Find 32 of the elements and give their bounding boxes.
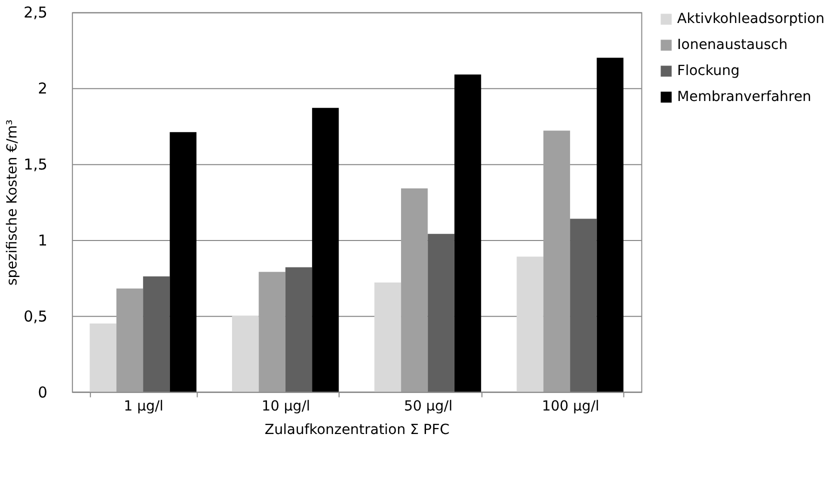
y-tick-label: 2,5 bbox=[24, 4, 48, 22]
y-tick-label: 2 bbox=[38, 80, 48, 98]
y-tick-label: 0,5 bbox=[24, 307, 48, 326]
bar bbox=[258, 272, 286, 392]
bar bbox=[143, 276, 170, 392]
x-axis-title: Zulaufkonzentration Σ PFC bbox=[264, 422, 450, 438]
bar bbox=[116, 288, 144, 392]
bar bbox=[543, 130, 570, 392]
x-tick-label: 50 µg/l bbox=[404, 398, 453, 414]
bar bbox=[428, 234, 454, 392]
bar bbox=[401, 188, 428, 392]
bar bbox=[232, 316, 259, 392]
bar bbox=[285, 267, 312, 392]
y-tick-label: 0 bbox=[38, 383, 48, 402]
legend-label: Flockung bbox=[677, 63, 740, 80]
bar bbox=[570, 218, 597, 392]
bar bbox=[454, 74, 482, 392]
bar bbox=[374, 282, 402, 392]
x-tick-label: 100 µg/l bbox=[542, 398, 600, 414]
y-axis-title: spezifische Kosten €/m³ bbox=[4, 119, 21, 286]
y-tick-label: 1,5 bbox=[24, 156, 48, 174]
bar bbox=[312, 108, 339, 392]
x-tick-label: 10 µg/l bbox=[262, 398, 310, 414]
x-tick-label: 1 µg/l bbox=[124, 398, 164, 414]
bar bbox=[170, 132, 196, 392]
legend-label: Ionenaustausch bbox=[677, 37, 788, 54]
legend-label: Aktivkohleadsorption bbox=[677, 11, 825, 28]
bar bbox=[516, 256, 544, 392]
y-tick-label: 1 bbox=[38, 231, 48, 250]
bar bbox=[90, 323, 116, 392]
legend-label: Membranverfahren bbox=[677, 89, 812, 106]
bar bbox=[596, 58, 624, 392]
